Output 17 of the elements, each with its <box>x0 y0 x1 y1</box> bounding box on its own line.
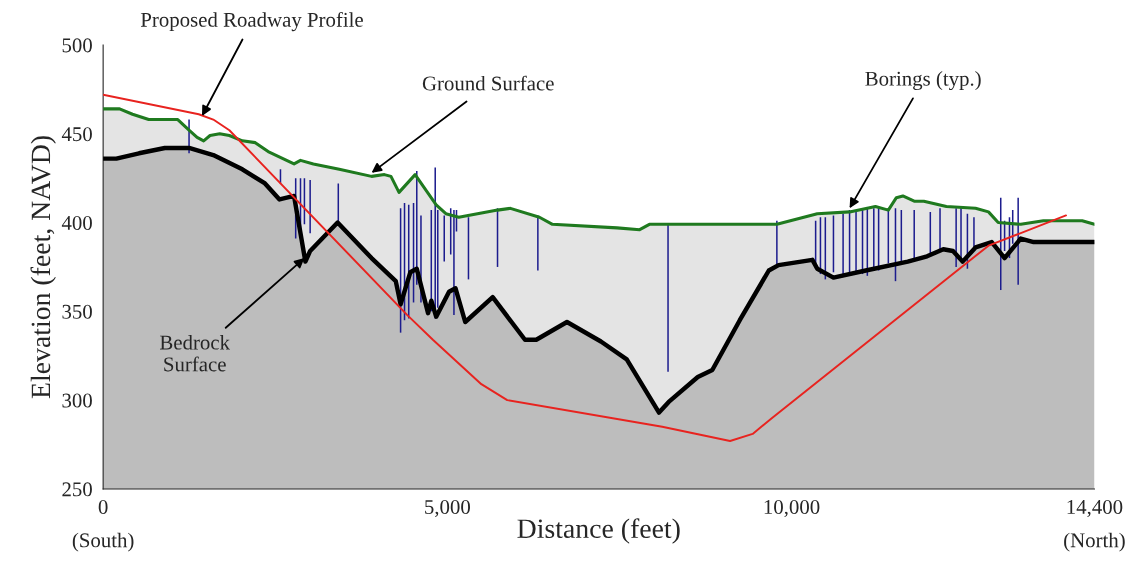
x-tick-label: 14,400 (North) <box>1064 499 1125 552</box>
y-tick-label: 350 <box>62 304 92 319</box>
x-tick-label: 0 (South) <box>72 499 134 552</box>
line-series <box>103 93 1067 442</box>
y-tick-label: 500 <box>62 38 92 53</box>
y-tick-label: 250 <box>62 482 92 497</box>
annotation: Bedrock Surface <box>160 334 230 372</box>
y-tick-label: 300 <box>62 393 92 408</box>
annotation: Proposed Roadway Profile <box>140 11 363 32</box>
x-tick-label: 5,000 <box>425 499 470 518</box>
y-tick-label: 400 <box>61 215 92 230</box>
x-axis-title: Distance (feet) <box>517 518 680 544</box>
y-tick-label: 450 <box>61 127 92 142</box>
x-tick-label: 10,000 <box>764 499 820 518</box>
annotation: Ground Surface <box>422 75 554 91</box>
annotation: Borings (typ.) <box>865 71 981 91</box>
y-axis-title: Elevation (feet, NAVD) <box>30 136 56 399</box>
